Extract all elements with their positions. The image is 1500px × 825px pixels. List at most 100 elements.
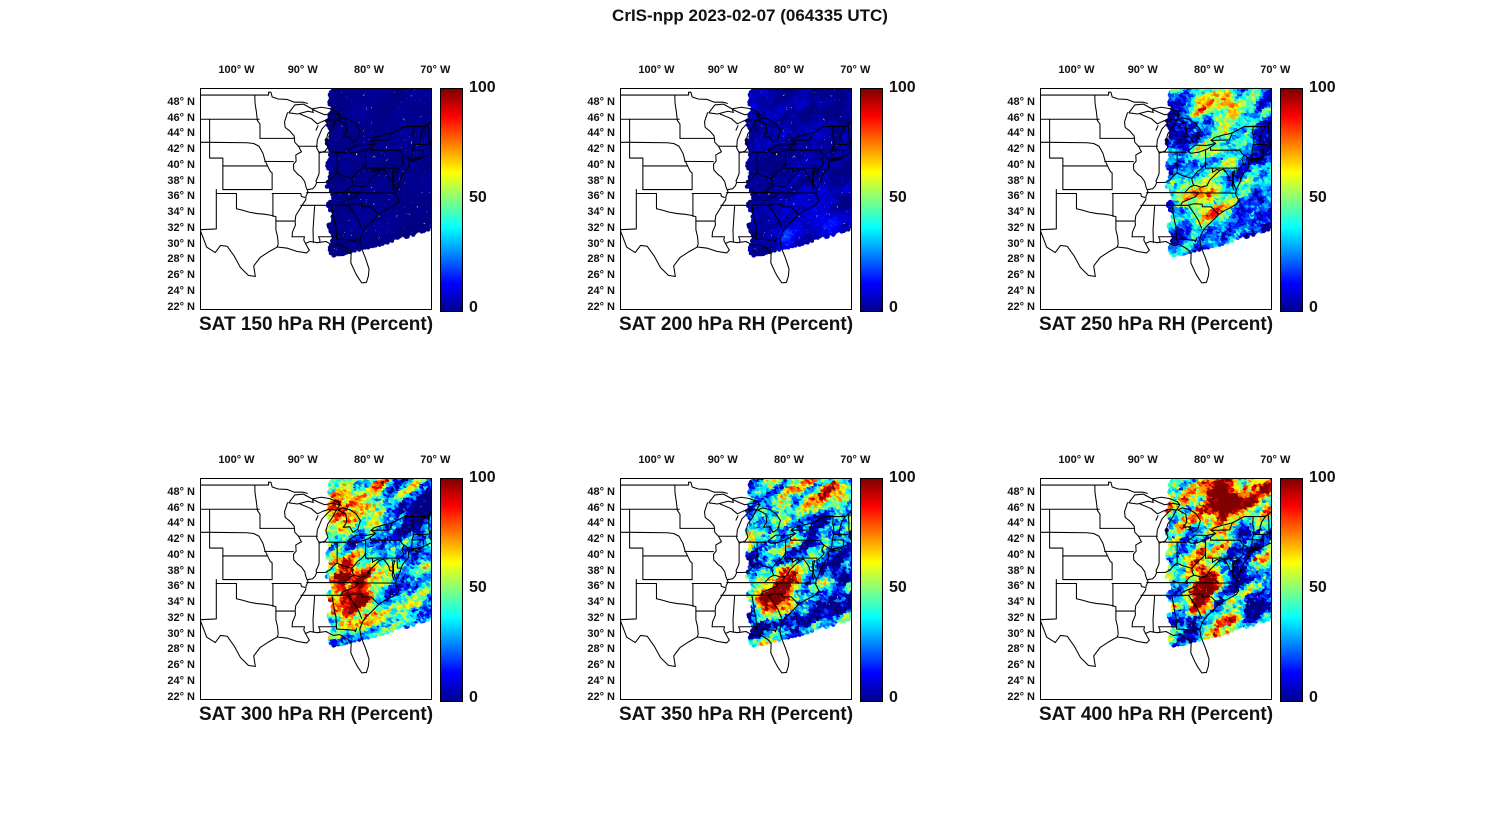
lat-tick-label: 28° N <box>167 643 195 656</box>
lat-tick-label: 28° N <box>167 253 195 266</box>
lat-tick-label: 24° N <box>167 284 195 297</box>
lat-tick-label: 40° N <box>1007 158 1035 171</box>
colorbar-tick-label: 0 <box>889 299 898 316</box>
lon-tick-label: 80° W <box>1193 454 1225 466</box>
lat-tick-label: 42° N <box>1007 143 1035 156</box>
colorbar-tick-label: 50 <box>889 579 907 596</box>
map-panel-250: 100° W 90° W 80° W 70° W 48° N 46° N 44° N 42° … <box>1007 64 1335 335</box>
lat-tick-label: 44° N <box>167 517 195 530</box>
lat-tick-label: 42° N <box>167 533 195 546</box>
lat-tick-label: 48° N <box>167 95 195 108</box>
colorbar-tick-label: 0 <box>469 299 478 316</box>
lat-tick-label: 26° N <box>1007 659 1035 672</box>
lon-tick-label: 100° W <box>218 454 255 466</box>
map-panel-300: 100° W 90° W 80° W 70° W 48° N 46° N 44° N 42° … <box>167 454 495 725</box>
map-canvas <box>1040 88 1272 310</box>
lat-tick-label: 34° N <box>1007 596 1035 609</box>
lat-tick-label: 44° N <box>167 127 195 140</box>
colorbar-tick-label: 50 <box>1309 579 1327 596</box>
map-canvas <box>200 88 432 310</box>
lon-tick-label: 90° W <box>287 454 318 466</box>
colorbar-tick-label: 50 <box>1309 189 1327 206</box>
lat-tick-label: 36° N <box>1007 580 1035 593</box>
lon-tick-label: 70° W <box>420 64 451 76</box>
lon-tick-label: 80° W <box>353 454 385 466</box>
lon-tick-label: 90° W <box>287 64 318 76</box>
panel-title: SAT 400 hPa RH (Percent) <box>1038 704 1274 725</box>
lat-tick-label: 46° N <box>587 501 615 514</box>
lat-tick-label: 40° N <box>587 158 615 171</box>
lat-tick-label: 34° N <box>1007 206 1035 219</box>
panel-title: SAT 150 hPa RH (Percent) <box>198 314 434 335</box>
colorbar <box>1280 478 1303 702</box>
lat-tick-label: 36° N <box>587 190 615 203</box>
lat-tick-label: 24° N <box>587 674 615 687</box>
map-canvas <box>620 478 852 700</box>
panel-title: SAT 250 hPa RH (Percent) <box>1038 314 1274 335</box>
panel-title: SAT 300 hPa RH (Percent) <box>198 704 434 725</box>
lat-tick-label: 28° N <box>587 253 615 266</box>
lat-tick-label: 22° N <box>1007 300 1035 313</box>
lat-tick-label: 40° N <box>1007 548 1035 561</box>
lat-tick-label: 46° N <box>1007 501 1035 514</box>
lon-tick-label: 100° W <box>638 64 675 76</box>
lat-tick-label: 48° N <box>1007 95 1035 108</box>
colorbar-tick-label: 50 <box>889 189 907 206</box>
lat-tick-label: 40° N <box>167 158 195 171</box>
colorbar-tick-label: 100 <box>889 469 916 486</box>
lon-tick-label: 80° W <box>1193 64 1225 76</box>
map-panel-150: 100° W 90° W 80° W 70° W 48° N 46° N 44° N 42° … <box>167 64 495 335</box>
colorbar <box>440 478 463 702</box>
figure-title: CrIS-npp 2023-02-07 (064335 UTC) <box>612 6 888 25</box>
lon-tick-label: 90° W <box>1127 454 1158 466</box>
lon-tick-label: 70° W <box>420 454 451 466</box>
lon-tick-label: 80° W <box>773 454 805 466</box>
map-canvas <box>1040 478 1272 700</box>
lat-tick-label: 30° N <box>587 627 615 640</box>
lat-tick-label: 36° N <box>587 580 615 593</box>
lat-tick-label: 40° N <box>587 548 615 561</box>
lat-tick-label: 28° N <box>587 643 615 656</box>
lat-tick-label: 28° N <box>1007 643 1035 656</box>
lat-tick-label: 44° N <box>587 517 615 530</box>
colorbar-tick-label: 0 <box>889 689 898 706</box>
lat-tick-label: 38° N <box>587 564 615 577</box>
lat-tick-label: 32° N <box>587 221 615 234</box>
colorbar-tick-label: 0 <box>469 689 478 706</box>
map-canvas <box>200 478 432 700</box>
colorbar-tick-label: 100 <box>889 79 916 96</box>
lat-tick-label: 24° N <box>587 284 615 297</box>
panel-title: SAT 200 hPa RH (Percent) <box>618 314 854 335</box>
lat-tick-label: 30° N <box>587 237 615 250</box>
map-canvas <box>620 88 852 310</box>
lat-tick-label: 38° N <box>1007 564 1035 577</box>
lat-tick-label: 36° N <box>167 580 195 593</box>
lat-tick-label: 26° N <box>587 659 615 672</box>
lat-tick-label: 42° N <box>1007 533 1035 546</box>
colorbar-tick-label: 50 <box>469 579 487 596</box>
lat-tick-label: 46° N <box>1007 111 1035 124</box>
lat-tick-label: 34° N <box>587 206 615 219</box>
lat-tick-label: 38° N <box>587 174 615 187</box>
lat-tick-label: 34° N <box>167 206 195 219</box>
lat-tick-label: 42° N <box>587 143 615 156</box>
lat-tick-label: 24° N <box>1007 284 1035 297</box>
lon-tick-label: 70° W <box>1260 454 1291 466</box>
lat-tick-label: 46° N <box>167 501 195 514</box>
lat-tick-label: 30° N <box>167 237 195 250</box>
colorbar-tick-label: 50 <box>469 189 487 206</box>
lat-tick-label: 24° N <box>1007 674 1035 687</box>
lat-tick-label: 32° N <box>167 611 195 624</box>
colorbar-tick-label: 0 <box>1309 299 1318 316</box>
lon-tick-label: 100° W <box>1058 64 1095 76</box>
map-panel-200: 100° W 90° W 80° W 70° W 48° N 46° N 44° N 42° … <box>587 64 915 335</box>
lat-tick-label: 38° N <box>1007 174 1035 187</box>
map-panel-350: 100° W 90° W 80° W 70° W 48° N 46° N 44° N 42° … <box>587 454 915 725</box>
lat-tick-label: 32° N <box>167 221 195 234</box>
lat-tick-label: 48° N <box>587 95 615 108</box>
lat-tick-label: 44° N <box>587 127 615 140</box>
lon-tick-label: 80° W <box>353 64 385 76</box>
colorbar-tick-label: 100 <box>469 79 496 96</box>
lat-tick-label: 34° N <box>167 596 195 609</box>
